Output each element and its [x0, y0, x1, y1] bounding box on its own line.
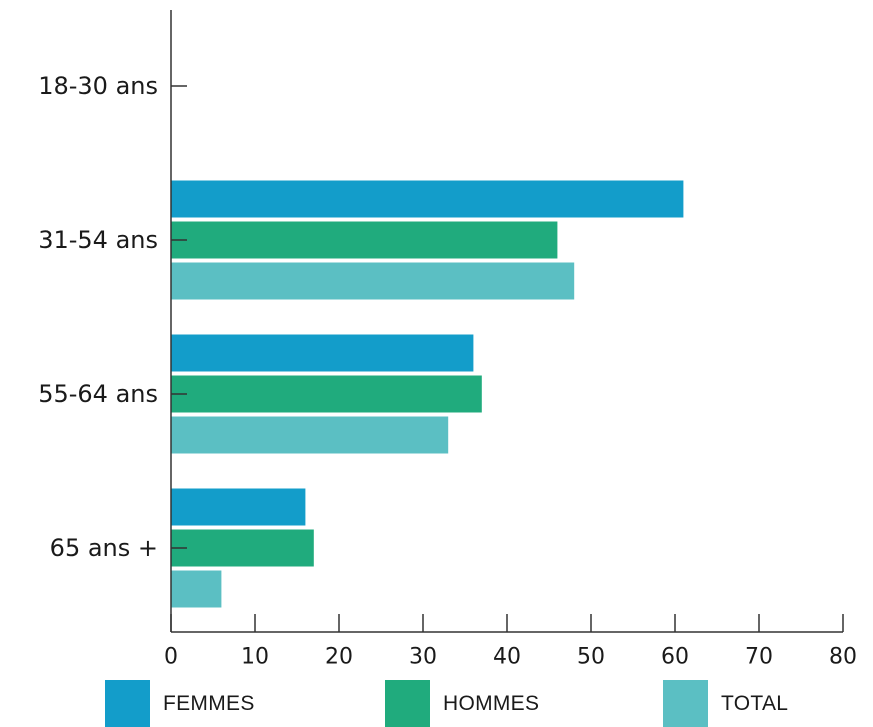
bar-femmes-65-ans	[171, 488, 306, 526]
bar-hommes-55-64-ans	[171, 375, 482, 413]
category-label-65-ans: 65 ans +	[50, 534, 158, 562]
category-label-55-64-ans: 55-64 ans	[38, 380, 158, 408]
category-labels: 18-30 ans 31-54 ans 55-64 ans 65 ans +	[38, 72, 187, 562]
legend-item-total: TOTAL	[663, 680, 788, 727]
x-tick-label-20: 20	[325, 645, 353, 670]
legend-label-femmes: FEMMES	[163, 691, 255, 715]
x-tick-label-70: 70	[745, 645, 773, 670]
category-label-18-30-ans: 18-30 ans	[38, 72, 158, 100]
legend-item-femmes: FEMMES	[105, 680, 255, 727]
x-tick-label-60: 60	[661, 645, 689, 670]
x-tick-label-40: 40	[493, 645, 521, 670]
bar-total-65-ans	[171, 570, 222, 608]
bar-hommes-65-ans	[171, 529, 314, 567]
x-ticks: 0 10 20 30 40 50 60 70 80	[164, 614, 857, 670]
x-tick-label-0: 0	[164, 645, 178, 670]
category-label-31-54-ans: 31-54 ans	[38, 226, 158, 254]
bar-femmes-55-64-ans	[171, 334, 474, 372]
bar-total-55-64-ans	[171, 416, 449, 454]
legend-label-total: TOTAL	[721, 691, 789, 715]
bar-femmes-31-54-ans	[171, 180, 684, 218]
x-tick-label-30: 30	[409, 645, 437, 670]
legend-swatch-femmes	[105, 680, 150, 727]
bar-chart: 18-30 ans 31-54 ans 55-64 ans 65 ans + 0 10 2…	[38, 10, 857, 670]
legend-swatch-hommes	[385, 680, 430, 727]
x-tick-label-80: 80	[829, 645, 857, 670]
legend-item-hommes: HOMMES	[385, 680, 539, 727]
bar-total-31-54-ans	[171, 262, 575, 300]
legend-swatch-total	[663, 680, 708, 727]
bar-hommes-31-54-ans	[171, 221, 558, 259]
x-tick-label-10: 10	[241, 645, 269, 670]
legend: FEMMES HOMMES TOTAL	[0, 680, 873, 727]
x-tick-label-50: 50	[577, 645, 605, 670]
bars-group	[171, 180, 684, 608]
legend-label-hommes: HOMMES	[443, 691, 540, 715]
